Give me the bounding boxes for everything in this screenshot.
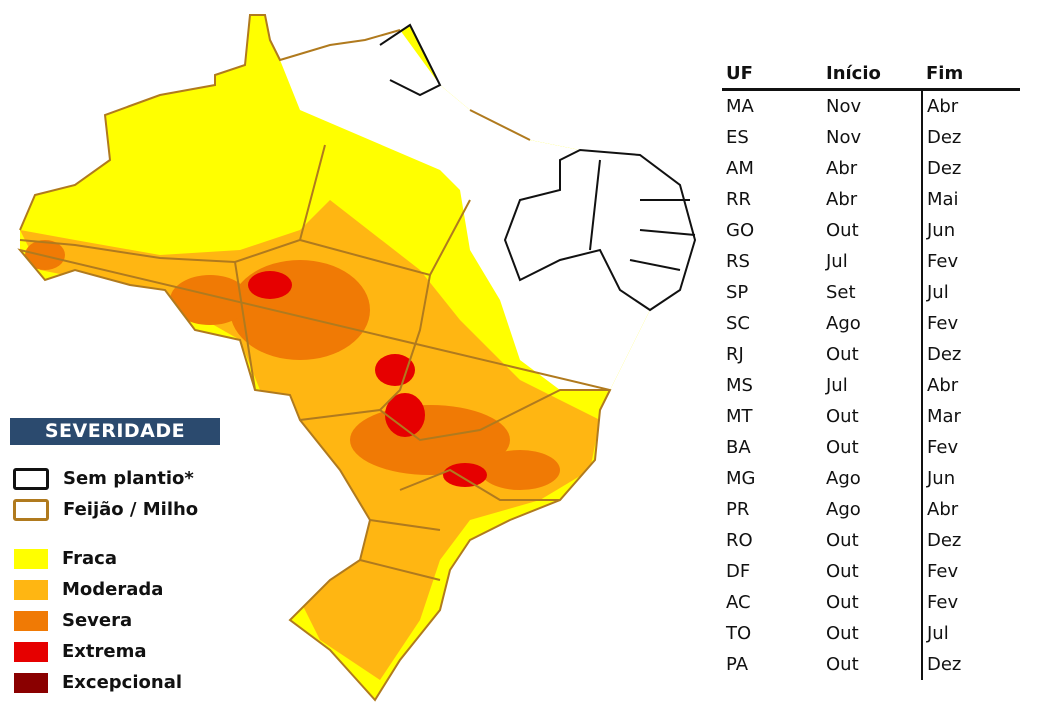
- cell-fim: Fev: [921, 556, 1020, 587]
- cell-uf: GO: [726, 220, 755, 241]
- legend-item-fraca: Fraca: [10, 543, 220, 574]
- cell-inicio: Out: [826, 561, 859, 582]
- cell-inicio: Jul: [826, 375, 848, 396]
- cell-inicio: Out: [826, 592, 859, 613]
- cell-uf: AM: [726, 158, 754, 179]
- cell-inicio: Out: [826, 344, 859, 365]
- cell-inicio: Out: [826, 654, 859, 675]
- cell-uf: DF: [726, 561, 751, 582]
- legend-title: SEVERIDADE: [10, 418, 220, 445]
- cell-uf: SP: [726, 282, 749, 303]
- cell-fim: Jun: [921, 463, 1020, 494]
- cell-fim: Fev: [921, 308, 1020, 339]
- table-row: DF Out Fev: [722, 556, 1020, 587]
- cell-inicio: Nov: [826, 96, 862, 117]
- cell-inicio: Out: [826, 220, 859, 241]
- cell-uf: PR: [726, 499, 750, 520]
- table-row: RJ Out Dez: [722, 339, 1020, 370]
- color-swatch: [14, 548, 48, 569]
- cell-uf: ES: [726, 127, 749, 148]
- table-row: MS Jul Abr: [722, 370, 1020, 401]
- table-row: GO Out Jun: [722, 215, 1020, 246]
- cell-inicio: Out: [826, 406, 859, 427]
- cell-uf: MT: [726, 406, 753, 427]
- table-row: PR Ago Abr: [722, 494, 1020, 525]
- header-uf: UF: [722, 60, 822, 91]
- cell-inicio: Out: [826, 437, 859, 458]
- cell-fim: Fev: [921, 432, 1020, 463]
- cell-inicio: Ago: [826, 313, 861, 334]
- table-row: MG Ago Jun: [722, 463, 1020, 494]
- cell-inicio: Abr: [826, 158, 858, 179]
- table-row: ES Nov Dez: [722, 122, 1020, 153]
- cell-fim: Dez: [921, 339, 1020, 370]
- table-row: BA Out Fev: [722, 432, 1020, 463]
- cell-fim: Dez: [921, 649, 1020, 680]
- table-row: MT Out Mar: [722, 401, 1020, 432]
- cell-inicio: Ago: [826, 499, 861, 520]
- cell-fim: Fev: [921, 587, 1020, 618]
- brazil-severity-map: [17, 14, 697, 702]
- cell-inicio: Jul: [826, 251, 848, 272]
- legend-item-feijao-milho: Feijão / Milho: [10, 494, 220, 525]
- cell-uf: MA: [726, 96, 754, 117]
- table-row: AC Out Fev: [722, 587, 1020, 618]
- legend-item-moderada: Moderada: [10, 574, 220, 605]
- outline-swatch: [13, 498, 49, 521]
- cell-fim: Abr: [921, 494, 1020, 525]
- cell-uf: RO: [726, 530, 753, 551]
- table-row: AM Abr Dez: [722, 153, 1020, 184]
- legend-item-severa: Severa: [10, 605, 220, 636]
- planting-calendar-table: UF Início Fim MA Nov Abr ES Nov Dez AM Abr Dez RR…: [722, 60, 1020, 680]
- cell-uf: SC: [726, 313, 750, 334]
- cell-uf: MG: [726, 468, 756, 489]
- color-swatch: [14, 672, 48, 693]
- legend-item-extrema: Extrema: [10, 636, 220, 667]
- table-row: PA Out Dez: [722, 649, 1020, 680]
- legend-item-excepcional: Excepcional: [10, 667, 220, 698]
- cell-fim: Jul: [921, 277, 1020, 308]
- cell-fim: Dez: [921, 122, 1020, 153]
- cell-fim: Abr: [921, 89, 1020, 122]
- table-row: TO Out Jul: [722, 618, 1020, 649]
- header-fim: Fim: [922, 60, 1020, 91]
- color-swatch: [14, 641, 48, 662]
- cell-uf: BA: [726, 437, 751, 458]
- cell-fim: Jun: [921, 215, 1020, 246]
- table-header: UF Início Fim: [722, 60, 1020, 91]
- cell-uf: RJ: [726, 344, 744, 365]
- table-row: MA Nov Abr: [722, 89, 1020, 122]
- cell-uf: TO: [726, 623, 752, 644]
- cell-uf: RS: [726, 251, 750, 272]
- cell-inicio: Set: [826, 282, 856, 303]
- cell-fim: Mar: [921, 401, 1020, 432]
- cell-fim: Jul: [921, 618, 1020, 649]
- cell-fim: Mai: [921, 184, 1020, 215]
- table-row: RR Abr Mai: [722, 184, 1020, 215]
- cell-fim: Dez: [921, 525, 1020, 556]
- cell-uf: AC: [726, 592, 751, 613]
- cell-inicio: Ago: [826, 468, 861, 489]
- legend-item-sem-plantio: Sem plantio*: [10, 463, 220, 494]
- cell-inicio: Out: [826, 623, 859, 644]
- cell-uf: RR: [726, 189, 752, 210]
- header-inicio: Início: [822, 60, 922, 91]
- table-row: SP Set Jul: [722, 277, 1020, 308]
- table-row: SC Ago Fev: [722, 308, 1020, 339]
- legend: SEVERIDADE Sem plantio* Feijão / Milho F…: [10, 418, 220, 698]
- color-swatch: [14, 610, 48, 631]
- cell-fim: Fev: [921, 246, 1020, 277]
- cell-inicio: Nov: [826, 127, 862, 148]
- table-row: RO Out Dez: [722, 525, 1020, 556]
- cell-inicio: Out: [826, 530, 859, 551]
- cell-uf: MS: [726, 375, 753, 396]
- outline-swatch: [13, 467, 49, 490]
- cell-inicio: Abr: [826, 189, 858, 210]
- cell-uf: PA: [726, 654, 749, 675]
- cell-fim: Dez: [921, 153, 1020, 184]
- color-swatch: [14, 579, 48, 600]
- table-row: RS Jul Fev: [722, 246, 1020, 277]
- cell-fim: Abr: [921, 370, 1020, 401]
